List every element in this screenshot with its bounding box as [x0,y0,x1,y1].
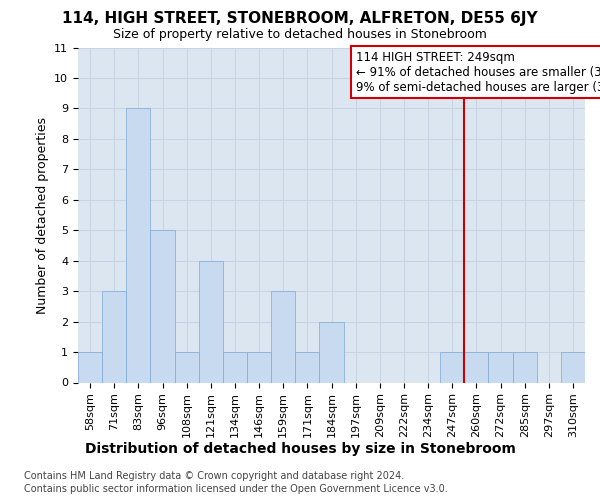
Text: Size of property relative to detached houses in Stonebroom: Size of property relative to detached ho… [113,28,487,41]
Y-axis label: Number of detached properties: Number of detached properties [36,116,49,314]
Bar [247,352,271,382]
Bar [295,352,319,382]
Bar [78,352,102,382]
Text: Contains public sector information licensed under the Open Government Licence v3: Contains public sector information licen… [24,484,448,494]
Bar [440,352,464,382]
Bar [175,352,199,382]
Text: 114 HIGH STREET: 249sqm
← 91% of detached houses are smaller (30)
9% of semi-det: 114 HIGH STREET: 249sqm ← 91% of detache… [356,50,600,94]
Bar [223,352,247,382]
Bar [561,352,585,382]
Text: Distribution of detached houses by size in Stonebroom: Distribution of detached houses by size … [85,442,515,456]
Bar [488,352,512,382]
Bar [199,260,223,382]
Text: 114, HIGH STREET, STONEBROOM, ALFRETON, DE55 6JY: 114, HIGH STREET, STONEBROOM, ALFRETON, … [62,12,538,26]
Bar [126,108,151,382]
Bar [512,352,537,382]
Text: Contains HM Land Registry data © Crown copyright and database right 2024.: Contains HM Land Registry data © Crown c… [24,471,404,481]
Bar [464,352,488,382]
Bar [319,322,344,382]
Bar [151,230,175,382]
Bar [271,291,295,382]
Bar [102,291,126,382]
